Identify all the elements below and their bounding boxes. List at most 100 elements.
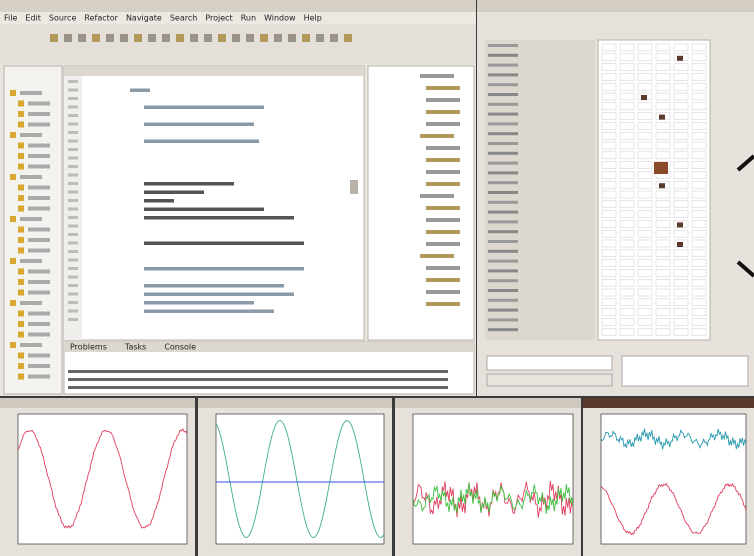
line-number <box>68 148 78 151</box>
active-cell <box>677 56 683 61</box>
grid-cell <box>656 299 670 306</box>
tree-text <box>28 249 50 253</box>
tree-icon <box>18 122 24 128</box>
toolbar-icon <box>218 34 226 42</box>
grid-cell <box>674 103 688 110</box>
line-number <box>68 208 78 211</box>
grid-cell <box>638 44 652 51</box>
tree-icon <box>18 111 24 117</box>
grid-cell <box>602 191 616 198</box>
tree-icon <box>18 195 24 201</box>
grid-cell <box>692 201 706 208</box>
tree-text <box>28 312 50 316</box>
grid-cell <box>656 152 670 159</box>
row-label <box>488 83 518 86</box>
grid-cell <box>656 44 670 51</box>
line-number <box>68 225 78 228</box>
grid-cell <box>602 83 616 90</box>
grid-cell <box>602 201 616 208</box>
grid-cell <box>620 269 634 276</box>
tree-icon <box>18 321 24 327</box>
tree-icon <box>18 237 24 243</box>
grid-cell <box>620 132 634 139</box>
logger-button[interactable] <box>487 374 612 386</box>
grid-cell <box>638 132 652 139</box>
tab-label: Problems <box>70 343 107 352</box>
active-cell <box>677 242 683 247</box>
tree-text <box>28 186 50 190</box>
menu-item: File <box>4 14 17 23</box>
grid-cell <box>692 132 706 139</box>
row-label <box>488 191 518 194</box>
code-line <box>144 199 174 203</box>
tree-icon <box>18 290 24 296</box>
grid-cell <box>692 93 706 100</box>
grid-cell <box>602 318 616 325</box>
tree-icon <box>18 353 24 359</box>
toolbar-icon <box>260 34 268 42</box>
grid-cell <box>692 250 706 257</box>
grid-cell <box>692 269 706 276</box>
tree-text <box>28 270 50 274</box>
grid-cell <box>692 122 706 129</box>
grid-cell <box>602 162 616 169</box>
code-line <box>144 123 254 127</box>
menu-item: Edit <box>25 14 41 23</box>
grid-cell <box>620 162 634 169</box>
grid-cell <box>620 250 634 257</box>
toolbar-icon <box>316 34 324 42</box>
grid-cell <box>638 279 652 286</box>
outline-item <box>426 110 460 114</box>
grid-cell <box>656 64 670 71</box>
toolbar-icon <box>288 34 296 42</box>
grid-cell <box>656 142 670 149</box>
code-line <box>144 242 304 246</box>
tab-label: Console <box>164 343 196 352</box>
tree-text <box>20 259 42 263</box>
grid-cell <box>674 113 688 120</box>
row-label <box>488 269 518 272</box>
toolbar-icon <box>190 34 198 42</box>
line-number <box>68 242 78 245</box>
grid-cell <box>692 289 706 296</box>
outline-item <box>426 302 460 306</box>
grid-cell <box>638 181 652 188</box>
row-label <box>488 64 518 67</box>
tree-text <box>20 301 42 305</box>
tree-text <box>28 102 50 106</box>
grid-cell <box>620 260 634 267</box>
tree-icon <box>10 132 16 138</box>
toolbar-icon <box>330 34 338 42</box>
tree-text <box>28 154 50 158</box>
code-line <box>144 208 264 212</box>
outline-item <box>426 290 460 294</box>
toolbar-icon <box>106 34 114 42</box>
tree-text <box>28 123 50 127</box>
code-line <box>130 89 150 93</box>
grid-cell <box>656 93 670 100</box>
active-cell <box>677 222 683 227</box>
active-cell <box>641 95 647 100</box>
grid-cell <box>692 64 706 71</box>
grid-cell <box>602 309 616 316</box>
grid-cell <box>674 93 688 100</box>
row-label <box>488 309 518 312</box>
line-number <box>68 267 78 270</box>
editor-tabs <box>64 66 364 76</box>
row-label <box>488 103 518 106</box>
grid-cell <box>674 318 688 325</box>
outline-item <box>426 182 460 186</box>
tree-icon <box>18 153 24 159</box>
row-label <box>488 132 518 135</box>
tree-icon <box>10 258 16 264</box>
tree-text <box>28 228 50 232</box>
grid-cell <box>638 309 652 316</box>
grid-cell <box>692 152 706 159</box>
grid-cell <box>638 211 652 218</box>
toolbar-icon <box>120 34 128 42</box>
row-label <box>488 122 518 125</box>
grid-cell <box>602 269 616 276</box>
tree-icon <box>18 332 24 338</box>
grid-cell <box>602 64 616 71</box>
outline-item <box>420 254 454 258</box>
